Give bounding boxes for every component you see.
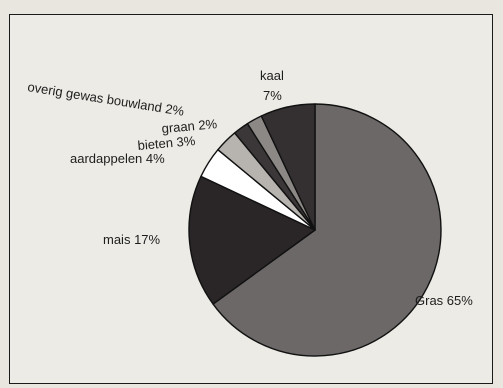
pie-slice-mais — [188, 175, 316, 305]
label-mais: mais 17% — [103, 232, 161, 247]
label-aardappelen: aardappelen 4% — [70, 151, 165, 166]
pie-slices — [188, 103, 442, 357]
label-bieten: bieten 3% — [137, 133, 196, 153]
label-gras: Gras 65% — [415, 293, 473, 308]
label-graan: graan 2% — [161, 116, 218, 136]
pie-slice-kaal — [260, 103, 316, 231]
label-kaal-value: 7% — [263, 88, 282, 103]
label-kaal: kaal — [260, 68, 284, 83]
label-overig-gewas-bouwland: overig gewas bouwland 2% — [27, 79, 186, 119]
pie-slice-gras — [212, 103, 442, 357]
